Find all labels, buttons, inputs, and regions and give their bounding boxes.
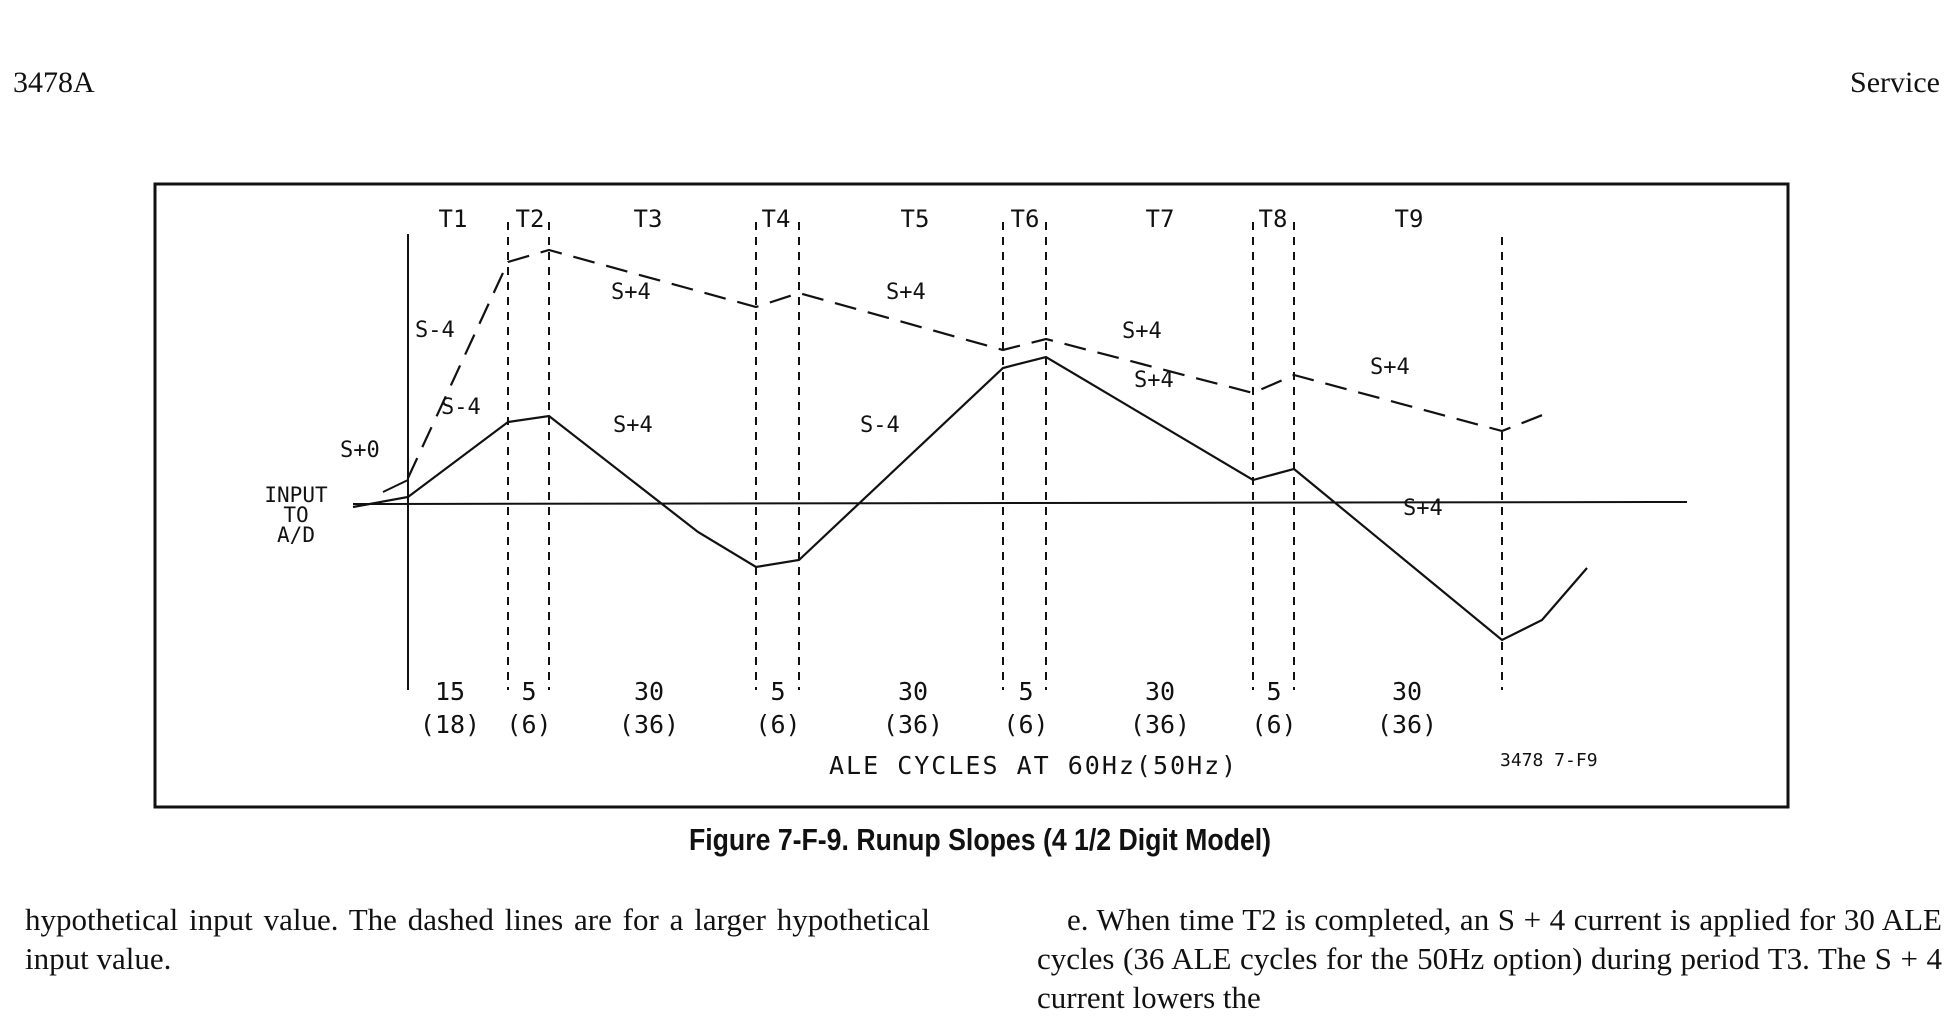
cycle-count-50hz: (6) bbox=[755, 710, 800, 739]
cycle-count-60hz: 30 bbox=[898, 677, 928, 706]
figure-caption: Figure 7-F-9. Runup Slopes (4 1/2 Digit … bbox=[688, 822, 1272, 857]
slope-label-solid: S-4 bbox=[441, 395, 481, 420]
axis-label-line: INPUT bbox=[264, 483, 328, 507]
slope-label-dashed: S+4 bbox=[886, 280, 926, 305]
cycle-count-60hz: 30 bbox=[1145, 677, 1175, 706]
body-paragraph: hypothetical input value. The dashed lin… bbox=[25, 902, 930, 976]
solid-runup-curve bbox=[352, 355, 1588, 642]
cycle-count-60hz: 30 bbox=[1392, 677, 1422, 706]
cycle-count-50hz: (36) bbox=[883, 710, 943, 739]
slope-label-solid: S+4 bbox=[1134, 368, 1174, 393]
slope-label-solid: S+0 bbox=[340, 438, 380, 463]
period-label: T3 bbox=[634, 205, 663, 233]
axis-label-line: A/D bbox=[277, 523, 315, 547]
cycle-count-50hz: (36) bbox=[619, 710, 679, 739]
period-label: T1 bbox=[439, 205, 468, 233]
cycle-count-50hz: (36) bbox=[1130, 710, 1190, 739]
header-section: Service bbox=[1850, 66, 1940, 99]
period-label: T5 bbox=[901, 205, 930, 233]
slope-label-solid: S-4 bbox=[860, 413, 900, 438]
cycle-count-60hz: 5 bbox=[1266, 677, 1281, 706]
cycle-count-60hz: 5 bbox=[1018, 677, 1033, 706]
runup-slopes-figure: T1 T2 T3 T4 T5 T6 T7 T8 T9 S-4 S+4 S+4 S… bbox=[153, 182, 1790, 809]
cycle-count-50hz: (18) bbox=[420, 710, 480, 739]
body-right-column: e. When time T2 is completed, an S + 4 c… bbox=[1037, 900, 1942, 1017]
period-label: T8 bbox=[1259, 205, 1288, 233]
slope-label-solid: S+4 bbox=[613, 413, 653, 438]
cycle-count-60hz: 30 bbox=[634, 677, 664, 706]
cycle-count-60hz: 5 bbox=[770, 677, 785, 706]
cycle-count-50hz: (6) bbox=[1003, 710, 1048, 739]
cycle-count-60hz: 5 bbox=[521, 677, 536, 706]
header-model: 3478A bbox=[13, 66, 95, 99]
slope-label-dashed: S+4 bbox=[1122, 319, 1162, 344]
axis-label-line: TO bbox=[283, 503, 308, 527]
dashed-runup-curve bbox=[407, 248, 1546, 479]
figure-id: 3478 7-F9 bbox=[1500, 750, 1598, 771]
period-label: T6 bbox=[1011, 205, 1040, 233]
slope-label-dashed: S+4 bbox=[611, 280, 651, 305]
bottom-axis-label: ALE CYCLES AT 60Hz(50Hz) bbox=[829, 751, 1238, 780]
body-paragraph: e. When time T2 is completed, an S + 4 c… bbox=[1037, 902, 1942, 1015]
cycle-count-50hz: (36) bbox=[1377, 710, 1437, 739]
slope-label-dashed: S+4 bbox=[1370, 355, 1410, 380]
period-label: T4 bbox=[762, 205, 791, 233]
cycle-count-60hz: 15 bbox=[435, 677, 465, 706]
slope-label-dashed: S-4 bbox=[415, 318, 455, 343]
cycle-count-50hz: (6) bbox=[506, 710, 551, 739]
input-baseline bbox=[352, 501, 1688, 505]
s0-dashed-start bbox=[382, 479, 409, 493]
period-label: T7 bbox=[1146, 205, 1175, 233]
body-left-column: hypothetical input value. The dashed lin… bbox=[25, 900, 930, 978]
figure-frame bbox=[153, 182, 1790, 809]
period-label: T2 bbox=[516, 205, 545, 233]
period-label: T9 bbox=[1395, 205, 1424, 233]
cycle-count-50hz: (6) bbox=[1251, 710, 1296, 739]
slope-label-solid: S+4 bbox=[1403, 496, 1443, 521]
